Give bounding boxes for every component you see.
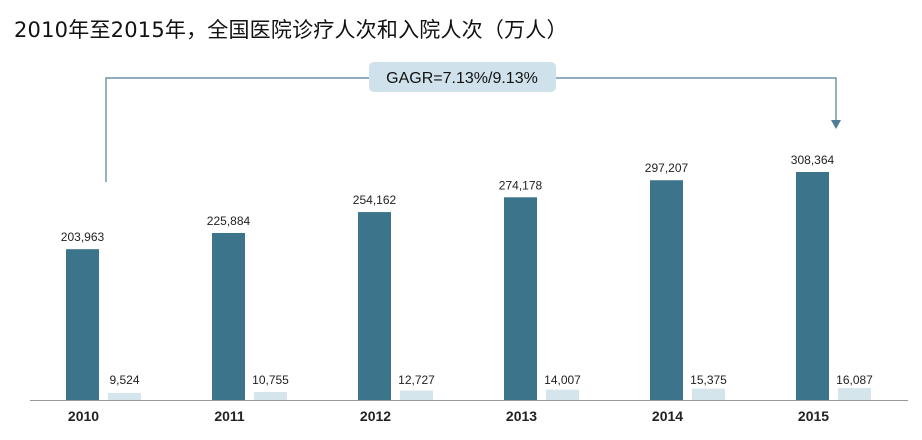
data-label-series-2-2011: 10,755 bbox=[252, 373, 289, 387]
bar-series-1-2014 bbox=[650, 180, 683, 400]
x-tick-labels: 2010 2011 2012 2013 2014 2015 bbox=[68, 408, 829, 424]
bar-series-2-2012 bbox=[400, 390, 433, 400]
x-tick-label-2013: 2013 bbox=[506, 408, 537, 424]
bars-group: 203,963 9,524 225,884 10,755 254,162 12,727 27… bbox=[61, 153, 873, 400]
data-label-series-2-2015: 16,087 bbox=[836, 373, 873, 387]
x-tick-label-2014: 2014 bbox=[652, 408, 683, 424]
chart-title: 2010年至2015年，全国医院诊疗人次和入院人次（万人） bbox=[14, 18, 568, 42]
data-label-series-1-2013: 274,178 bbox=[499, 178, 543, 192]
data-label-series-1-2015: 308,364 bbox=[791, 153, 835, 167]
bar-series-1-2015 bbox=[796, 172, 829, 400]
cagr-annotation: GAGR=7.13%/9.13% bbox=[105, 62, 841, 182]
bar-series-1-2012 bbox=[358, 212, 391, 400]
bar-series-1-2011 bbox=[212, 232, 245, 400]
cagr-bracket-line bbox=[105, 77, 837, 182]
data-label-series-2-2010: 9,524 bbox=[109, 373, 139, 387]
bar-series-2-2010 bbox=[108, 392, 141, 400]
x-tick-label-2011: 2011 bbox=[214, 408, 245, 424]
data-label-series-1-2014: 297,207 bbox=[645, 161, 689, 175]
x-tick-label-2010: 2010 bbox=[68, 408, 99, 424]
data-label-series-2-2013: 14,007 bbox=[544, 373, 581, 387]
cagr-label: GAGR=7.13%/9.13% bbox=[386, 70, 538, 87]
data-label-series-1-2010: 203,963 bbox=[61, 230, 105, 244]
bar-series-2-2011 bbox=[254, 392, 287, 400]
bar-series-2-2013 bbox=[546, 389, 579, 400]
data-label-series-2-2012: 12,727 bbox=[398, 373, 435, 387]
data-label-series-1-2011: 225,884 bbox=[207, 214, 251, 228]
bar-series-1-2010 bbox=[66, 249, 99, 400]
bar-series-2-2014 bbox=[692, 388, 725, 400]
cagr-arrowhead bbox=[831, 120, 841, 129]
data-label-series-1-2012: 254,162 bbox=[353, 193, 397, 207]
data-label-series-2-2014: 15,375 bbox=[690, 373, 727, 387]
bar-series-2-2015 bbox=[838, 388, 871, 400]
x-tick-label-2015: 2015 bbox=[798, 408, 829, 424]
x-tick-label-2012: 2012 bbox=[360, 408, 391, 424]
bar-series-1-2013 bbox=[504, 197, 537, 400]
cagr-label-box bbox=[369, 62, 556, 92]
